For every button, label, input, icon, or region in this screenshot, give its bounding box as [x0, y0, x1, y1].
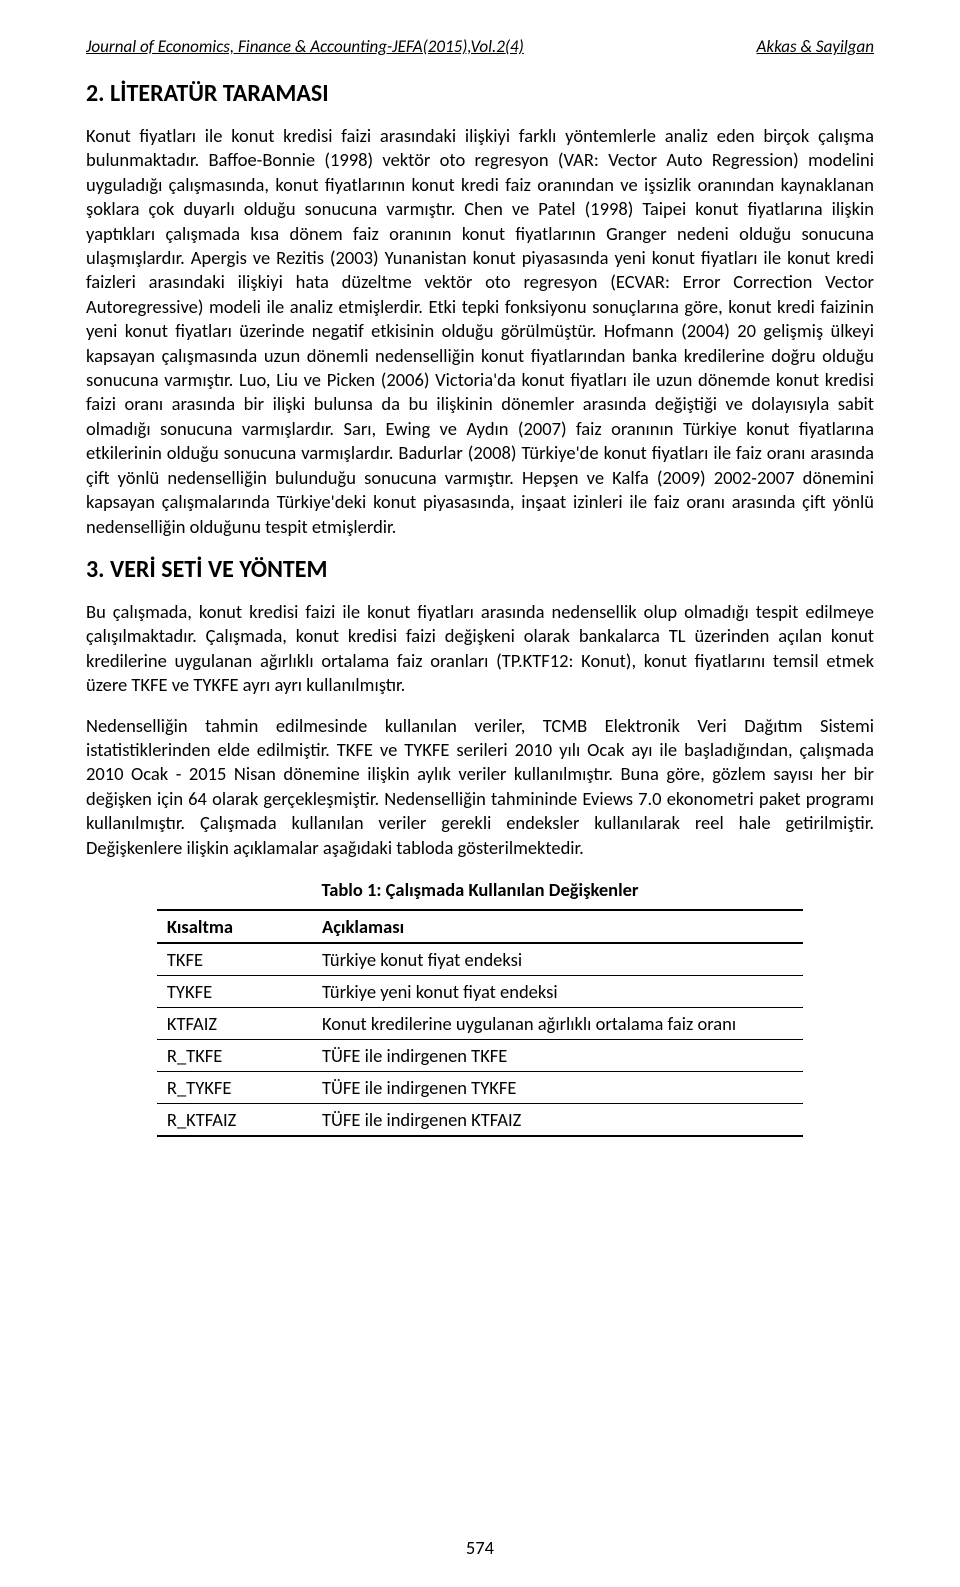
table-row: KTFAIZ Konut kredilerine uygulanan ağırl…	[157, 1007, 803, 1039]
table-col-header-desc: Açıklaması	[312, 910, 803, 943]
table-cell-abbrev: R_TKFE	[157, 1039, 312, 1071]
table-cell-desc: TÜFE ile indirgenen TYKFE	[312, 1071, 803, 1103]
data-method-paragraph-2: Nedenselliğin tahmin edilmesinde kullanı…	[86, 714, 874, 860]
running-header-right: Akkas & Sayilgan	[757, 36, 874, 57]
page: Journal of Economics, Finance & Accounti…	[0, 0, 960, 1587]
section-heading-data-method: 3. VERİ SETİ VE YÖNTEM	[86, 555, 874, 584]
table-cell-abbrev: R_KTFAIZ	[157, 1103, 312, 1136]
table-row: TYKFE Türkiye yeni konut fiyat endeksi	[157, 975, 803, 1007]
table-cell-desc: Türkiye yeni konut fiyat endeksi	[312, 975, 803, 1007]
table-row: R_TKFE TÜFE ile indirgenen TKFE	[157, 1039, 803, 1071]
page-number: 574	[0, 1536, 960, 1559]
running-header-left: Journal of Economics, Finance & Accounti…	[86, 36, 524, 57]
table-cell-desc: Konut kredilerine uygulanan ağırlıklı or…	[312, 1007, 803, 1039]
table-col-header-abbrev: Kısaltma	[157, 910, 312, 943]
literature-paragraph-1: Konut fiyatları ile konut kredisi faizi …	[86, 124, 874, 539]
table-row: R_TYKFE TÜFE ile indirgenen TYKFE	[157, 1071, 803, 1103]
table-cell-desc: TÜFE ile indirgenen TKFE	[312, 1039, 803, 1071]
table-row: R_KTFAIZ TÜFE ile indirgenen KTFAIZ	[157, 1103, 803, 1136]
table-cell-abbrev: TKFE	[157, 943, 312, 976]
table-cell-desc: Türkiye konut fiyat endeksi	[312, 943, 803, 976]
table-cell-abbrev: TYKFE	[157, 975, 312, 1007]
table-1-caption: Tablo 1: Çalışmada Kullanılan Değişkenle…	[86, 878, 874, 901]
running-header: Journal of Economics, Finance & Accounti…	[86, 36, 874, 57]
table-header-row: Kısaltma Açıklaması	[157, 910, 803, 943]
data-method-paragraph-1: Bu çalışmada, konut kredisi faizi ile ko…	[86, 600, 874, 698]
table-cell-desc: TÜFE ile indirgenen KTFAIZ	[312, 1103, 803, 1136]
table-cell-abbrev: R_TYKFE	[157, 1071, 312, 1103]
table-1-variables: Kısaltma Açıklaması TKFE Türkiye konut f…	[157, 909, 803, 1137]
section-heading-literature: 2. LİTERATÜR TARAMASI	[86, 79, 874, 108]
table-cell-abbrev: KTFAIZ	[157, 1007, 312, 1039]
table-row: TKFE Türkiye konut fiyat endeksi	[157, 943, 803, 976]
